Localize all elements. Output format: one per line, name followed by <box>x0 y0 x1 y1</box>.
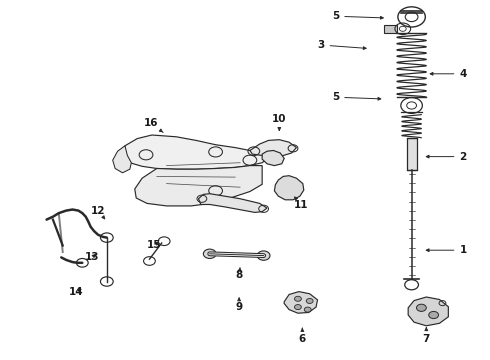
Text: 5: 5 <box>332 92 381 102</box>
Text: 12: 12 <box>91 206 105 219</box>
Text: 2: 2 <box>426 152 466 162</box>
Text: 14: 14 <box>69 287 83 297</box>
Polygon shape <box>122 135 267 169</box>
FancyBboxPatch shape <box>407 138 416 170</box>
Circle shape <box>294 296 301 301</box>
Text: 4: 4 <box>430 69 467 79</box>
Circle shape <box>294 305 301 310</box>
Circle shape <box>304 307 311 312</box>
Text: 13: 13 <box>85 252 99 262</box>
Polygon shape <box>284 292 318 313</box>
Text: 3: 3 <box>318 40 366 50</box>
Circle shape <box>203 249 216 258</box>
Circle shape <box>257 251 270 260</box>
Polygon shape <box>250 140 296 157</box>
FancyBboxPatch shape <box>384 25 397 33</box>
Text: 11: 11 <box>294 197 309 210</box>
Polygon shape <box>262 150 284 166</box>
Polygon shape <box>198 194 267 212</box>
Text: 15: 15 <box>147 240 162 250</box>
Circle shape <box>416 304 426 311</box>
Circle shape <box>429 311 439 319</box>
Text: 7: 7 <box>422 328 430 344</box>
Text: 5: 5 <box>332 11 383 21</box>
Text: 8: 8 <box>236 267 243 280</box>
Text: 9: 9 <box>236 298 243 312</box>
Polygon shape <box>113 146 131 173</box>
Polygon shape <box>135 166 262 206</box>
Text: 10: 10 <box>272 114 287 130</box>
Polygon shape <box>408 297 448 326</box>
Circle shape <box>306 298 313 303</box>
Polygon shape <box>274 176 304 200</box>
Text: 1: 1 <box>426 245 466 255</box>
Text: 6: 6 <box>299 328 306 344</box>
Text: 16: 16 <box>144 118 163 132</box>
